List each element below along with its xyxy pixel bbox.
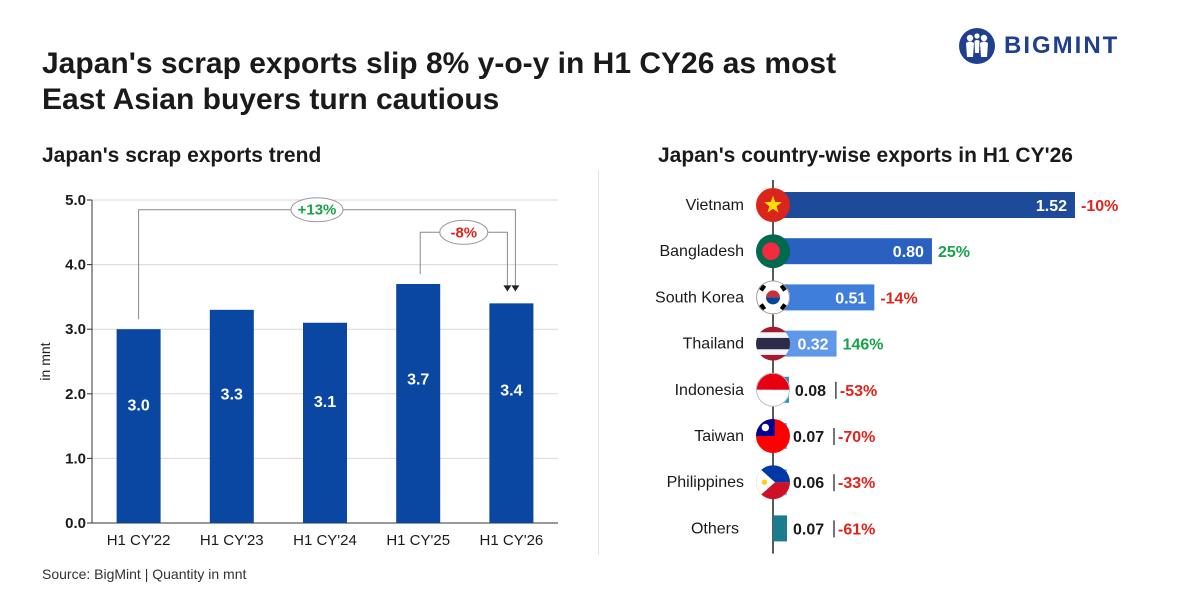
indonesia-flag	[756, 372, 790, 407]
bigmint-logo: BIGMINT	[958, 26, 1119, 66]
source-note: Source: BigMint | Quantity in mnt	[42, 566, 247, 582]
y-tick-label: 3.0	[65, 321, 86, 338]
bigmint-logo-icon	[959, 28, 995, 64]
bar-value-label: 3.0	[127, 398, 149, 415]
bar-value-label: 0.80	[893, 244, 924, 261]
x-tick-label: H1 CY'23	[200, 532, 264, 549]
change-label: 146%	[843, 337, 884, 354]
growth-label: +13%	[298, 202, 337, 219]
y-tick-label: 0.0	[65, 515, 86, 532]
bar	[116, 329, 161, 523]
bar	[209, 309, 254, 523]
x-tick-label: H1 CY'25	[386, 532, 450, 549]
south-korea-flag	[756, 280, 790, 315]
bar	[773, 238, 932, 265]
bracket-arrowhead	[503, 285, 512, 292]
bar	[773, 515, 787, 542]
decline-badge	[439, 219, 489, 245]
bar-value-label: 3.1	[314, 394, 336, 411]
country-chart: Vietnam 1.52 -10% Bangladesh 0.80 25% South Ko…	[655, 180, 1118, 554]
change-label: -53%	[840, 383, 877, 400]
bar	[773, 192, 1075, 218]
change-label: -14%	[880, 290, 917, 307]
trend-chart-title: Japan's scrap exports trend	[42, 144, 322, 167]
country-label: South Korea	[655, 289, 744, 306]
bar-value-label: 0.32	[797, 337, 828, 354]
y-tick-label: 2.0	[65, 386, 86, 403]
bar	[303, 322, 347, 523]
country-label: Bangladesh	[659, 243, 744, 260]
philippines-flag	[756, 465, 790, 500]
bar-value-label: 0.51	[835, 290, 866, 307]
change-label: -33%	[838, 475, 875, 492]
taiwan-flag	[756, 419, 790, 453]
trend-chart: 0.0 1.0 2.0 3.0 4.0 5.0 in mnt 3.0 H1 CY'22 3.3 H1…	[37, 192, 558, 549]
x-tick-label: H1 CY'22	[107, 532, 171, 549]
y-tick-label: 1.0	[65, 450, 86, 467]
country-label: Taiwan	[694, 428, 744, 445]
growth-badge	[290, 197, 344, 223]
bar	[489, 303, 534, 523]
bar	[396, 283, 441, 523]
bar-value-label: 3.7	[407, 371, 429, 388]
bar-value-label: 0.07	[793, 521, 824, 538]
country-label: Vietnam	[686, 197, 744, 214]
bar-value-label: 0.07	[793, 429, 824, 446]
country-label: Others	[691, 520, 739, 537]
country-label: Philippines	[667, 474, 744, 491]
bar-value-label: 0.06	[793, 475, 824, 492]
page-title: Japan's scrap exports slip 8% y-o-y in H…	[42, 47, 837, 116]
y-tick-label: 5.0	[65, 192, 86, 209]
brand-name: BIGMINT	[1004, 32, 1120, 59]
x-tick-label: H1 CY'26	[480, 532, 544, 549]
change-label: -10%	[1081, 198, 1118, 215]
change-label: -70%	[838, 429, 875, 446]
bar-value-label: 3.3	[221, 386, 243, 403]
bar-value-label: 3.4	[500, 383, 522, 400]
country-chart-title: Japan's country-wise exports in H1 CY'26	[658, 144, 1073, 167]
panel-divider	[598, 170, 599, 555]
bracket-arrowhead	[511, 285, 520, 292]
decline-label: -8%	[450, 224, 477, 241]
vietnam-flag	[756, 188, 790, 222]
bangladesh-flag	[756, 234, 790, 269]
bar-value-label: 0.08	[795, 383, 826, 400]
change-label: 25%	[938, 244, 970, 261]
country-label: Thailand	[683, 336, 744, 353]
y-axis-label: in mnt	[37, 342, 53, 380]
thailand-flag	[756, 326, 790, 361]
country-label: Indonesia	[675, 382, 744, 399]
change-label: -61%	[838, 521, 875, 538]
y-tick-label: 4.0	[65, 257, 86, 274]
bar-value-label: 1.52	[1036, 198, 1067, 215]
x-tick-label: H1 CY'24	[293, 532, 357, 549]
